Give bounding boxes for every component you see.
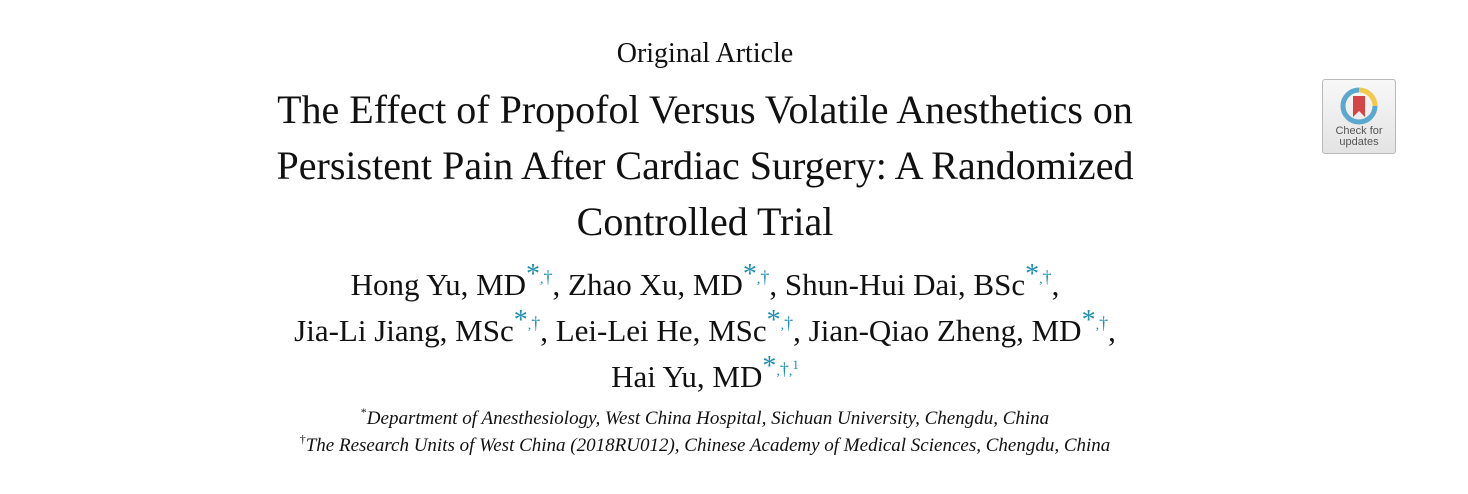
badge-label: Check for updates [1335,125,1383,148]
check-for-updates-button[interactable]: Check for updates [1322,79,1396,154]
author-list: Hong Yu, MD*,†, Zhao Xu, MD*,†, Shun-Hui… [0,259,1410,400]
affiliation-text: The Research Units of West China (2018RU… [305,435,1111,456]
affiliation-marks: *,† [513,305,541,336]
affiliation-marks: *,† [766,305,794,336]
affiliation-list: *Department of Anesthesiology, West Chin… [0,405,1410,459]
author-name[interactable]: Zhao Xu, MD [568,267,743,302]
author-name[interactable]: Shun-Hui Dai, BSc [784,267,1026,302]
affiliation-mark: * [360,405,367,419]
affiliation-marks: *,† [1025,259,1052,290]
author-line: Hong Yu, MD*,†, Zhao Xu, MD*,†, Shun-Hui… [350,259,1060,303]
affiliation-marks: *,†,1 [762,351,799,382]
author-line: Hai Yu, MD*,†,1 [0,351,1410,400]
title-line: The Effect of Propofol Versus Volatile A… [277,87,1133,132]
affiliation-mark: † [299,432,306,446]
article-title: The Effect of Propofol Versus Volatile A… [0,82,1410,250]
affiliation-marks: *,† [742,259,770,290]
title-line: Controlled Trial [576,199,834,244]
article-type: Original Article [616,38,794,69]
crossmark-bookmark-icon [1340,87,1378,125]
author-line: Jia-Li Jiang, MSc*,†, Lei-Lei He, MSc*,†… [294,305,1116,349]
title-line: Persistent Pain After Cardiac Surgery: A… [276,143,1134,188]
affiliation-marks: *,† [1081,305,1109,336]
author-name[interactable]: Hai Yu, MD [611,359,763,394]
author-name[interactable]: Jian-Qiao Zheng, MD [808,313,1082,348]
author-name[interactable]: Hong Yu, MD [350,267,527,302]
author-name[interactable]: Lei-Lei He, MSc [555,313,767,348]
affiliation-item: †The Research Units of West China (2018R… [0,432,1410,459]
author-name[interactable]: Jia-Li Jiang, MSc [294,313,514,348]
affiliation-item: *Department of Anesthesiology, West Chin… [0,405,1410,432]
affiliation-marks: *,† [526,259,553,290]
affiliation-text: Department of Anesthesiology, West China… [366,408,1050,429]
